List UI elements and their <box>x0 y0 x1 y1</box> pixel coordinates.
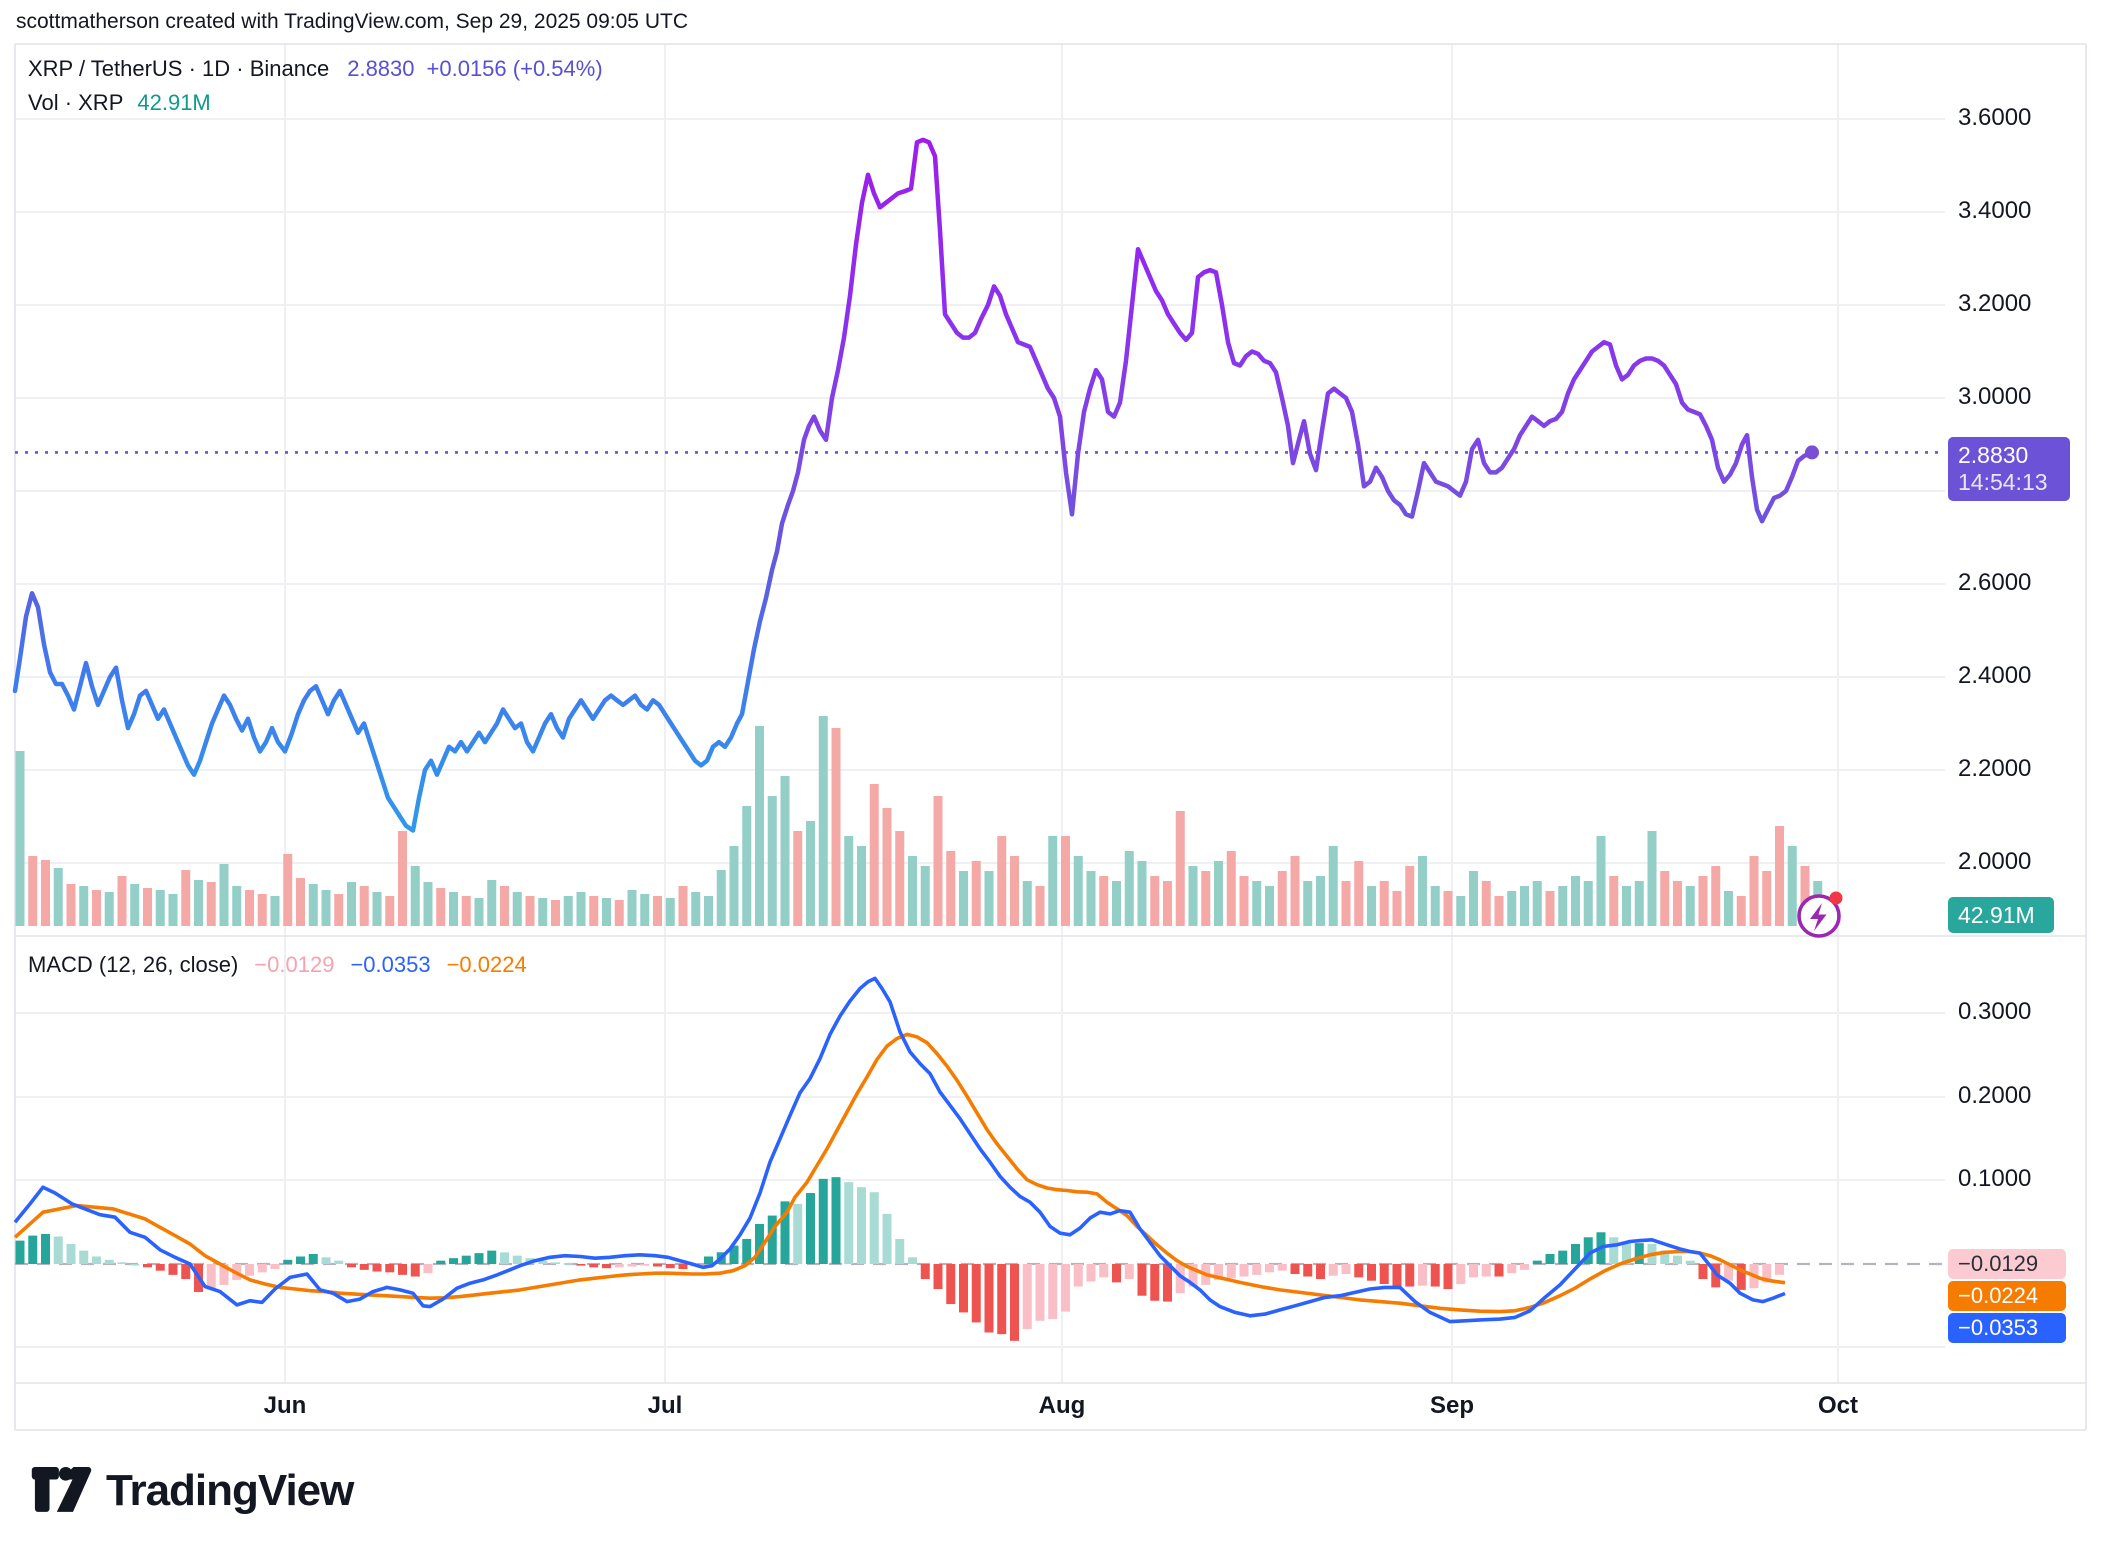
flash-marker-icon[interactable] <box>1793 886 1849 942</box>
attribution-text: scottmatherson created with TradingView.… <box>16 10 688 33</box>
symbol-title[interactable]: XRP / TetherUS · 1D · Binance <box>28 56 330 81</box>
tradingview-mark-icon <box>31 1467 92 1512</box>
last-price-value: 2.8830 <box>347 56 415 81</box>
macd-indicator-label[interactable]: MACD (12, 26, close) <box>28 952 239 977</box>
price-axis-label: 2.4000 <box>1958 662 2032 689</box>
month-label: Oct <box>1817 1392 1859 1419</box>
price-change-value: +0.0156 (+0.54%) <box>426 56 603 81</box>
macd-signal-badge: −0.0224 <box>1948 1281 2066 1311</box>
macd-line-badge: −0.0353 <box>1948 1313 2066 1343</box>
month-label: Aug <box>1038 1392 1086 1419</box>
price-axis-label: 3.2000 <box>1958 290 2032 317</box>
price-axis-label: 3.4000 <box>1958 197 2032 224</box>
price-axis-label: 2.2000 <box>1958 755 2032 782</box>
tradingview-logo[interactable]: TradingView <box>30 1466 354 1516</box>
badge-countdown: 14:54:13 <box>1958 469 2048 495</box>
macd-histogram-badge: −0.0129 <box>1948 1249 2066 1279</box>
macd-axis-label: 0.2000 <box>1958 1082 2032 1109</box>
macd-axis-label: 0.3000 <box>1958 998 2032 1025</box>
macd-legend: MACD (12, 26, close) −0.0129 −0.0353 −0.022… <box>28 952 527 978</box>
price-axis-label: 2.0000 <box>1958 848 2032 875</box>
volume-row: Vol · XRP 42.91M <box>28 86 603 120</box>
macd-hist-value: −0.0129 <box>254 952 335 977</box>
month-label: Jun <box>263 1392 307 1419</box>
month-label: Sep <box>1429 1392 1475 1419</box>
symbol-legend: XRP / TetherUS · 1D · Binance 2.8830 +0.01… <box>28 52 603 120</box>
volume-badge: 42.91M <box>1948 897 2054 933</box>
badge-price: 2.8830 <box>1958 442 2029 468</box>
notification-dot <box>1829 891 1843 905</box>
month-label: Jul <box>647 1392 683 1419</box>
volume-label[interactable]: Vol · XRP <box>28 90 124 115</box>
macd-line-value: −0.0353 <box>350 952 431 977</box>
tradingview-wordmark: TradingView <box>106 1466 354 1515</box>
price-axis-label: 3.0000 <box>1958 383 2032 410</box>
volume-value: 42.91M <box>137 90 211 115</box>
lightning-bolt-icon <box>1810 903 1827 931</box>
symbol-row: XRP / TetherUS · 1D · Binance 2.8830 +0.01… <box>28 52 603 86</box>
price-axis-label: 2.6000 <box>1958 569 2032 596</box>
macd-signal-value: −0.0224 <box>446 952 527 977</box>
price-axis-label: 3.6000 <box>1958 104 2032 131</box>
last-price-badge: 2.8830 14:54:13 <box>1948 437 2070 501</box>
macd-axis-label: 0.1000 <box>1958 1165 2032 1192</box>
